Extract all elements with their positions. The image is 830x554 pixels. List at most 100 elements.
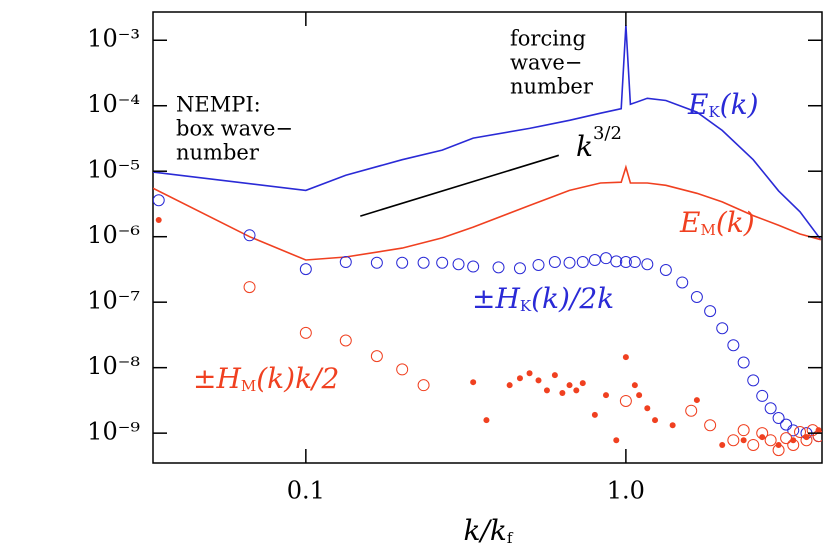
data-point <box>563 256 576 269</box>
data-point <box>526 370 533 377</box>
x-tick-label: 1.0 <box>607 477 645 505</box>
x-axis-label: k/kf <box>464 514 514 548</box>
data-point <box>685 404 698 417</box>
series-line <box>360 154 560 217</box>
x-label-main: k/k <box>464 514 507 547</box>
data-point <box>619 256 632 269</box>
annotation-sub: M <box>700 221 715 239</box>
data-point <box>659 264 672 277</box>
y-tick-label: 10⁻³ <box>87 25 140 53</box>
note-line: number <box>176 141 260 165</box>
data-point <box>551 372 558 379</box>
data-point <box>803 434 810 441</box>
annotation-main: k <box>576 130 593 163</box>
data-point <box>737 424 750 437</box>
data-point <box>759 434 766 441</box>
data-point <box>631 382 638 389</box>
y-tick-label: 10⁻⁷ <box>87 287 140 315</box>
data-point <box>716 322 729 335</box>
data-point <box>492 261 505 274</box>
x-tick-label: 0.1 <box>287 477 325 505</box>
x-label-sub: f <box>507 529 514 547</box>
data-point <box>452 258 465 271</box>
data-point <box>483 417 490 424</box>
note-line: number <box>510 75 594 99</box>
annotation-sub: M <box>241 377 256 395</box>
data-point <box>543 387 550 394</box>
data-point <box>727 434 740 447</box>
data-point <box>727 339 740 352</box>
data-point <box>370 350 383 363</box>
data-point <box>591 411 598 418</box>
annotation-sup: 3/2 <box>593 123 622 144</box>
data-point <box>579 380 586 387</box>
y-tick-label: 10⁻⁵ <box>87 156 140 184</box>
data-point <box>470 379 477 386</box>
data-point <box>339 334 352 347</box>
data-point <box>396 256 409 269</box>
data-point <box>396 363 409 376</box>
data-point <box>790 437 797 444</box>
data-point <box>815 427 822 434</box>
annotation-tail: (k)k/2 <box>256 362 339 395</box>
y-tick-label: 10⁻⁶ <box>87 221 140 249</box>
annotation-tail: (k)/2k <box>531 282 614 315</box>
data-point <box>155 216 162 223</box>
data-point <box>747 438 760 451</box>
data-point <box>588 254 601 267</box>
data-point <box>610 255 623 268</box>
data-point <box>622 354 629 361</box>
data-point <box>548 256 561 269</box>
data-point <box>704 305 717 318</box>
data-point <box>599 252 612 265</box>
data-point <box>613 437 620 444</box>
data-point <box>467 260 480 273</box>
plot-frame <box>152 11 823 464</box>
annotation: EM(k) <box>679 206 755 240</box>
data-point <box>772 412 785 425</box>
data-point <box>756 389 769 402</box>
data-point <box>693 397 700 404</box>
note-line: wave− <box>510 51 582 75</box>
annotation: ±HM(k)k/2 <box>193 362 339 396</box>
data-point <box>737 356 750 369</box>
data-point <box>747 374 760 387</box>
note-line: forcing <box>510 27 586 51</box>
annotation-main: E <box>679 206 700 239</box>
data-point <box>740 437 747 444</box>
data-point <box>775 441 782 448</box>
data-point <box>676 276 689 289</box>
data-point <box>669 422 676 429</box>
series-line <box>153 25 822 241</box>
data-point <box>243 229 256 242</box>
data-point <box>794 426 807 439</box>
data-point <box>532 258 545 271</box>
data-point <box>573 387 580 394</box>
plot-area <box>153 25 822 457</box>
annotation-main: E <box>687 88 708 121</box>
annotation: k3/2 <box>576 123 622 163</box>
annotation-main: ±H <box>472 282 520 315</box>
annotation-main: ±H <box>193 362 241 395</box>
annotation-sub: K <box>708 103 720 121</box>
y-tick-label: 10⁻⁴ <box>87 90 140 118</box>
data-point <box>299 263 312 276</box>
data-point <box>628 256 641 269</box>
data-point <box>576 256 589 269</box>
data-point <box>764 402 777 415</box>
note-line: NEMPI: <box>176 93 261 117</box>
data-point <box>787 424 800 437</box>
data-point <box>690 290 703 303</box>
data-point <box>559 390 566 397</box>
series-line <box>153 164 822 261</box>
data-point <box>417 256 430 269</box>
annotation: EK(k) <box>687 88 759 122</box>
data-point <box>780 432 793 445</box>
data-point <box>506 382 513 389</box>
data-point <box>299 326 312 339</box>
annotation-tail: (k) <box>720 88 759 121</box>
data-point <box>644 405 651 412</box>
y-tick-label: 10⁻⁹ <box>87 418 140 446</box>
data-point <box>780 418 793 431</box>
data-point <box>153 194 165 207</box>
